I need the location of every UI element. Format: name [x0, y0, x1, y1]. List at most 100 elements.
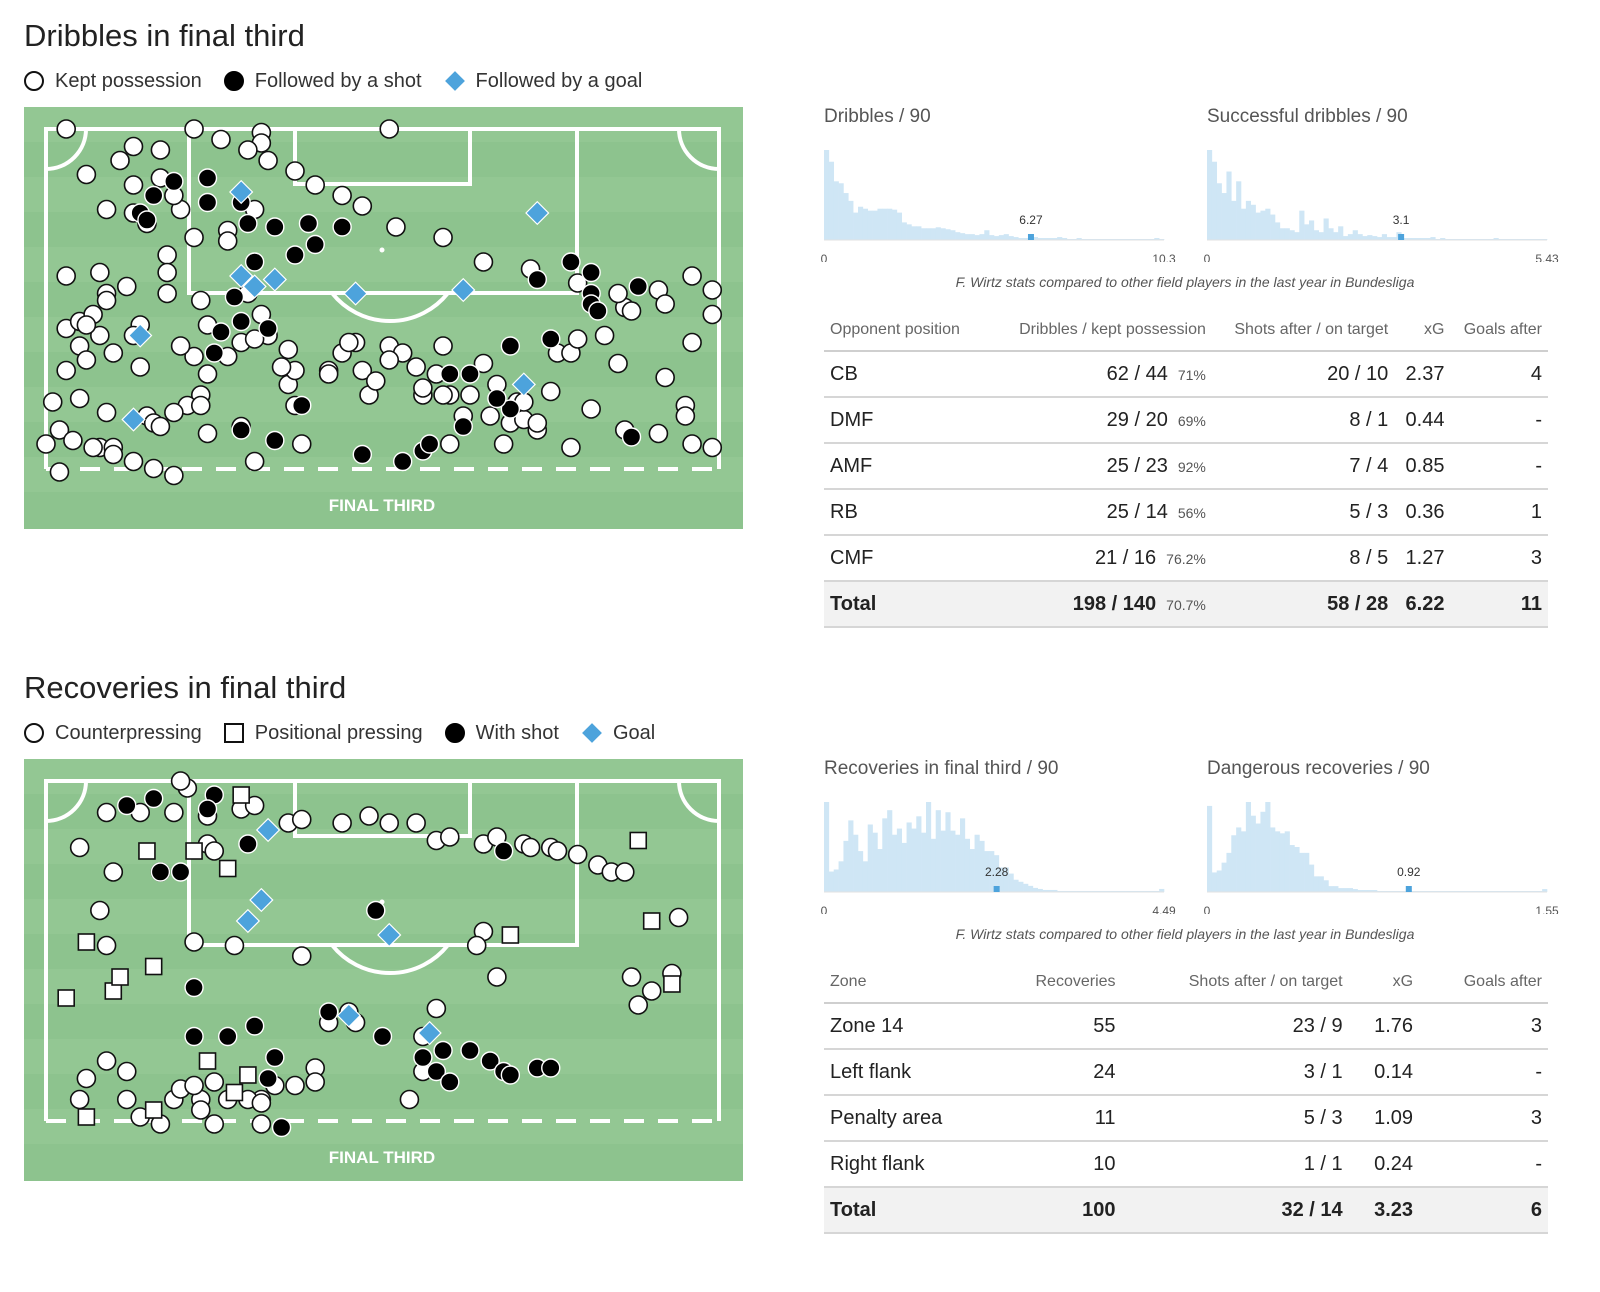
hist-bar — [1318, 232, 1324, 240]
hist-bar — [911, 828, 917, 892]
cell-shots: 23 / 9 — [1121, 1003, 1349, 1050]
marker-ring — [76, 164, 97, 185]
marker-ring — [90, 262, 110, 283]
diamond-icon — [582, 723, 602, 743]
hist-bar — [1076, 890, 1082, 892]
hist-bar — [1216, 183, 1222, 240]
legend-item: Followed by a goal — [444, 70, 642, 93]
hist-bar — [945, 229, 951, 240]
legend-label: Kept possession — [55, 69, 202, 92]
hist-bar — [974, 235, 980, 240]
cell-shots: 5 / 3 — [1211, 489, 1395, 536]
hist-bar — [1057, 237, 1063, 240]
marker-ring — [143, 458, 164, 479]
legend-item: Goal — [581, 722, 655, 745]
hist-bar — [1032, 237, 1039, 240]
marker-ring — [184, 119, 204, 139]
cell-shots: 58 / 28 — [1211, 581, 1395, 628]
marker-ring — [291, 809, 312, 830]
marker-dot — [433, 1040, 453, 1061]
legend-label: Followed by a shot — [254, 69, 422, 92]
marker-diamond — [451, 277, 476, 303]
marker-ring — [49, 462, 70, 482]
cell-goals: 3 — [1450, 535, 1548, 582]
hist-bar — [862, 208, 869, 240]
hist-bar — [1149, 890, 1155, 892]
marker-square — [198, 1052, 217, 1070]
dribbles-pitch: FINAL THIRD — [24, 107, 743, 529]
cell-xg: 0.85 — [1394, 443, 1451, 490]
marker-ring — [164, 402, 184, 423]
marker-ring — [96, 935, 117, 956]
hist-bar — [1289, 230, 1295, 240]
marker-dot — [244, 252, 265, 272]
hist-bar — [1328, 228, 1334, 240]
marker-dot — [244, 1016, 265, 1036]
hist-bar — [1415, 238, 1422, 240]
marker-ring — [36, 434, 56, 454]
marker-ring — [90, 900, 110, 921]
legend-label: Counterpressing — [55, 721, 202, 744]
hist-bar — [1105, 890, 1111, 892]
cell-zone: Zone 14 — [824, 1003, 993, 1050]
marker-ring — [96, 290, 117, 311]
marker-dot — [285, 245, 305, 265]
hist-bar — [1032, 887, 1039, 892]
hist-bar — [994, 855, 1000, 892]
hist-bar — [1037, 888, 1043, 892]
hist-bar — [896, 212, 903, 240]
marker-dot — [487, 388, 507, 409]
hist-caption: F. Wirtz stats compared to other field p… — [955, 274, 1415, 290]
marker-ring — [90, 325, 110, 346]
marker-dot — [197, 799, 218, 819]
hist-bar — [1265, 802, 1271, 892]
marker-ring — [184, 1075, 204, 1096]
hist-max-label: 4.49 — [1152, 904, 1176, 914]
cell-percentage: 92% — [1177, 458, 1206, 475]
marker-ring — [439, 434, 460, 454]
marker-dot — [440, 1072, 460, 1092]
recoveries-pitch: FINAL THIRD — [24, 759, 743, 1181]
marker-ring — [56, 360, 76, 381]
marker-ring — [238, 140, 258, 160]
marker-square — [225, 1083, 244, 1102]
marker-ring — [433, 227, 453, 248]
table-header-row: Zone Recoveries Shots after / on target … — [824, 962, 1548, 1004]
marker-dot — [265, 1047, 285, 1068]
hist-bar — [950, 830, 956, 892]
table-row: DMF 29 / 20 69% 8 / 1 0.44- — [824, 397, 1548, 444]
hist-bar — [1221, 193, 1227, 240]
marker-ring — [567, 844, 588, 865]
marker-dot — [292, 395, 312, 416]
hist-bar — [984, 851, 990, 892]
marker-dot — [500, 1065, 521, 1085]
hist-bar — [892, 834, 898, 892]
marker-diamond — [249, 887, 274, 913]
hist-bar — [989, 235, 995, 240]
marker-diamond — [235, 908, 261, 934]
hist-bar — [1236, 181, 1242, 240]
marker-dot — [460, 1040, 480, 1061]
marker-ring — [150, 416, 171, 437]
marker-ring — [49, 420, 70, 440]
hist-bar — [1343, 888, 1349, 892]
marker-dot — [426, 1061, 447, 1082]
cell-goals: 3 — [1419, 1003, 1548, 1050]
hist-bar — [926, 228, 932, 240]
hist-title: Dangerous recoveries / 90 — [1207, 758, 1430, 779]
marker-dot — [453, 416, 473, 437]
cell-xg: 6.22 — [1394, 581, 1451, 628]
marker-ring — [96, 199, 117, 220]
marker-square — [77, 933, 96, 951]
cell-xg: 2.37 — [1394, 351, 1451, 398]
cell-xg: 1.76 — [1348, 1003, 1420, 1050]
hist-bar — [887, 810, 893, 892]
cell-xg: 0.36 — [1394, 489, 1451, 536]
marker-ring — [547, 841, 568, 861]
marker-ring — [352, 360, 373, 381]
marker-ring — [204, 841, 225, 861]
marker-square — [663, 975, 681, 993]
marker-ring — [170, 771, 191, 791]
hist-bar — [1144, 890, 1150, 892]
table-row: AMF 25 / 23 92% 7 / 4 0.85- — [824, 443, 1548, 490]
